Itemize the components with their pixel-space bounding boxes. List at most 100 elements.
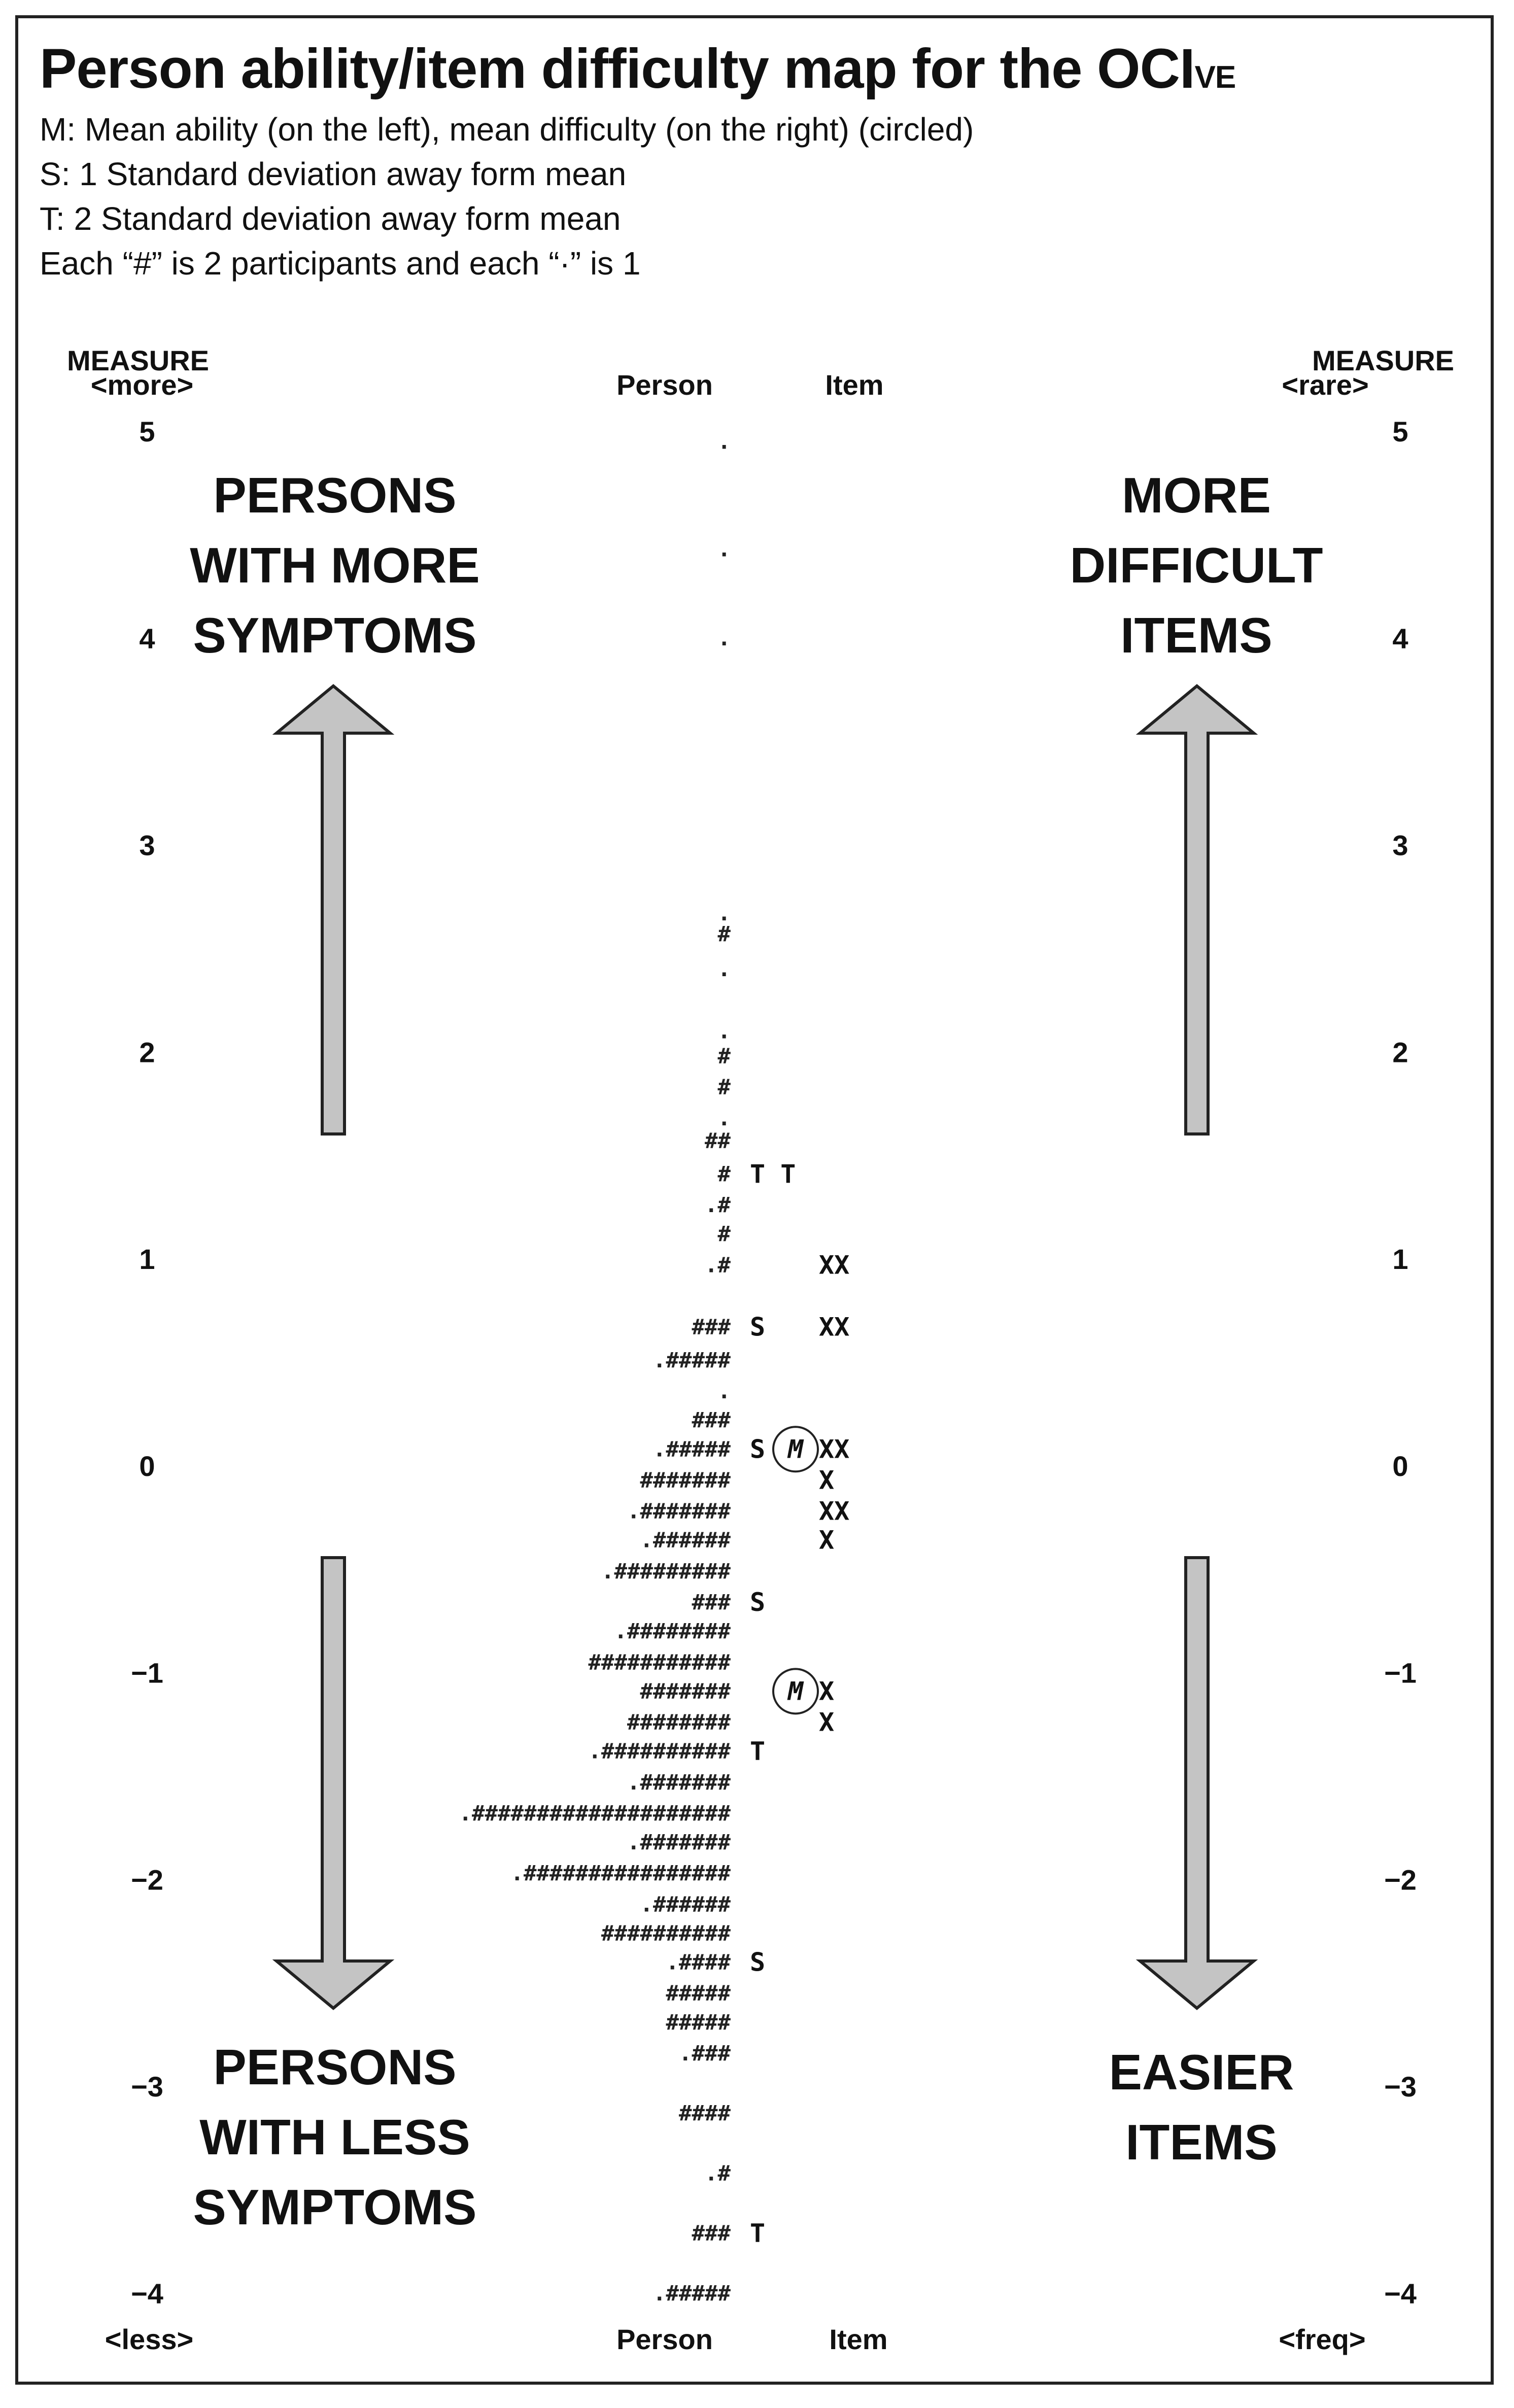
tick-label-left: −4: [131, 2278, 163, 2310]
map-row: #: [718, 921, 731, 946]
arrow-up-left: [272, 684, 395, 1136]
tick-label-right: 1: [1392, 1243, 1408, 1275]
person-marks: .########: [614, 1619, 731, 1643]
person-marks: .: [718, 1019, 731, 1044]
person-marks: ###: [692, 2221, 731, 2246]
map-row: .#### S: [666, 1948, 766, 1977]
map-row: .: [718, 1379, 731, 1403]
person-marks: .######: [640, 1891, 731, 1916]
tick-label-left: −2: [131, 1864, 163, 1896]
tick-label-left: −3: [131, 2071, 163, 2103]
map-row: .#####: [653, 1348, 731, 1372]
person-marks: .#: [705, 1192, 731, 1217]
map-row: .: [718, 901, 731, 925]
legend-line-t: T: 2 Standard deviation away form mean: [40, 200, 621, 237]
tick-label-right: −3: [1384, 2071, 1417, 2103]
person-marks: .######: [640, 1528, 731, 1553]
right-measure-header: MEASURE: [1312, 345, 1454, 376]
person-marks: .#######: [627, 1830, 731, 1854]
person-marks: #####: [666, 2010, 731, 2035]
legend-line-m: M: Mean ability (on the left), mean diff…: [40, 111, 974, 148]
map-row: ###: [692, 1407, 731, 1432]
map-row: .#: [705, 2160, 731, 2185]
map-row: .#######: [627, 1830, 731, 1854]
tick-label-left: 4: [139, 623, 155, 655]
tick-label-left: −1: [131, 1657, 163, 1689]
map-row: #####: [666, 1981, 731, 2006]
right-freq-label: <freq>: [1279, 2323, 1365, 2355]
person-header-top: Person: [616, 369, 713, 401]
item-marks: X: [819, 1465, 834, 1495]
annotation-bottom-left-2: WITH LESS: [199, 2109, 470, 2165]
person-marks: #: [718, 1075, 731, 1099]
map-row: .: [718, 1019, 731, 1044]
tick-label-right: 2: [1392, 1036, 1408, 1068]
map-row: .#########: [601, 1559, 731, 1584]
person-marks: #: [718, 921, 731, 946]
map-row: ####### M X: [640, 1668, 834, 1715]
sd-marker: S: [750, 1434, 765, 1464]
map-row: ##: [705, 1128, 731, 1153]
map-row: .####### XX: [627, 1497, 849, 1526]
map-row: ####### X: [640, 1465, 835, 1495]
map-row: .###### X: [640, 1526, 835, 1555]
map-row: ### S: [692, 1588, 766, 1617]
person-marks: .##########: [589, 1739, 731, 1764]
map-row: .# XX: [705, 1250, 849, 1280]
tick-label-left: 0: [139, 1450, 155, 1482]
map-row: ### T: [692, 2219, 766, 2248]
person-marks: ####: [679, 2101, 731, 2125]
person-marks: .#######: [627, 1499, 731, 1524]
person-marks: .###: [679, 2041, 731, 2066]
tick-label-right: 0: [1392, 1450, 1408, 1482]
person-marks: #: [718, 1161, 731, 1186]
arrow-up-right: [1136, 684, 1258, 1136]
annotation-bottom-right-2: ITEMS: [1125, 2114, 1277, 2170]
annotation-top-left-1: PERSONS: [213, 467, 456, 523]
person-marks: ##: [705, 1128, 731, 1153]
annotation-bottom-left-1: PERSONS: [213, 2039, 456, 2095]
person-marks: .: [718, 1106, 731, 1130]
tick-label-right: −1: [1384, 1657, 1417, 1689]
mean-marker: M: [787, 1434, 804, 1464]
tick-label-right: −4: [1384, 2278, 1417, 2310]
person-marks: #######: [640, 1678, 731, 1703]
sd-marker: S: [750, 1948, 765, 1977]
person-marks: ########: [627, 1710, 731, 1735]
map-row: #: [718, 1075, 731, 1099]
item-marks: XX: [819, 1250, 849, 1280]
annotation-top-left-2: WITH MORE: [190, 537, 480, 593]
item-marks: X: [819, 1676, 834, 1706]
map-row: .: [718, 626, 731, 650]
tick-label-left: 2: [139, 1036, 155, 1068]
sd-marker: S: [750, 1313, 765, 1342]
sd-marker: S: [750, 1588, 765, 1617]
person-marks: .#####: [653, 2281, 731, 2306]
person-marks: .: [718, 429, 731, 454]
tick-label-left: 1: [139, 1243, 155, 1275]
tick-label-right: −2: [1384, 1864, 1417, 1896]
map-rows: ....#..##.### T T.##.# XX### S XX.#####.###.…: [459, 429, 850, 2306]
tick-label-right: 5: [1392, 416, 1408, 448]
item-marks: X: [819, 1708, 834, 1737]
left-measure-header: MEASURE: [67, 345, 209, 376]
map-row: ####: [679, 2101, 731, 2125]
map-row: .######: [640, 1891, 731, 1916]
measure-ticks: 5 5 4 4 3 3 2 2 1 1 0 0 −1 −1 −2 −2 −3 −3 −4 −4: [131, 416, 1417, 2310]
person-marks: .: [718, 956, 731, 981]
person-marks: .####################: [459, 1801, 731, 1826]
map-row: ######## X: [627, 1708, 834, 1737]
person-marks: ###: [692, 1315, 731, 1339]
tick-label-right: 3: [1392, 830, 1408, 862]
person-marks: ##########: [601, 1920, 731, 1945]
person-marks: ###: [692, 1590, 731, 1614]
map-row: .##### S M XX: [653, 1426, 849, 1473]
person-marks: .#####: [653, 1348, 731, 1372]
item-marks: XX: [819, 1497, 849, 1526]
sd-marker: T: [750, 2219, 765, 2248]
map-row: ### S XX: [692, 1313, 850, 1342]
mean-marker: M: [787, 1676, 804, 1706]
title-subscript: VE: [1194, 60, 1236, 95]
person-marks: .################: [511, 1861, 731, 1885]
tick-label-left: 3: [139, 830, 155, 862]
